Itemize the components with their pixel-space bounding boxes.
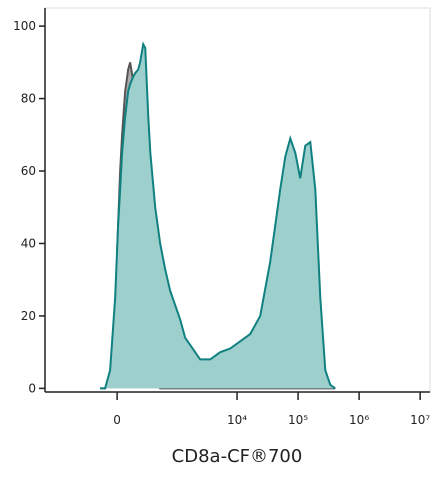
y-tick-label: 100 [13,19,36,33]
plot-frame [44,7,431,393]
y-tick-label: 60 [21,164,36,178]
x-tick-label: 10⁵ [288,413,308,427]
x-tick-label: 10⁷ [410,413,430,427]
y-tick-label: 40 [21,236,36,250]
x-axis-label: CD8a-CF®700 [172,446,303,467]
x-tick-label: 10⁶ [349,413,369,427]
area-fill [100,44,336,389]
x-tick-label: 0 [113,413,121,427]
y-tick-label: 20 [21,309,36,323]
x-tick-label: 10⁴ [227,413,247,427]
y-tick-label: 80 [21,92,36,106]
area-line [100,41,336,390]
y-tick-label: 0 [28,381,36,395]
